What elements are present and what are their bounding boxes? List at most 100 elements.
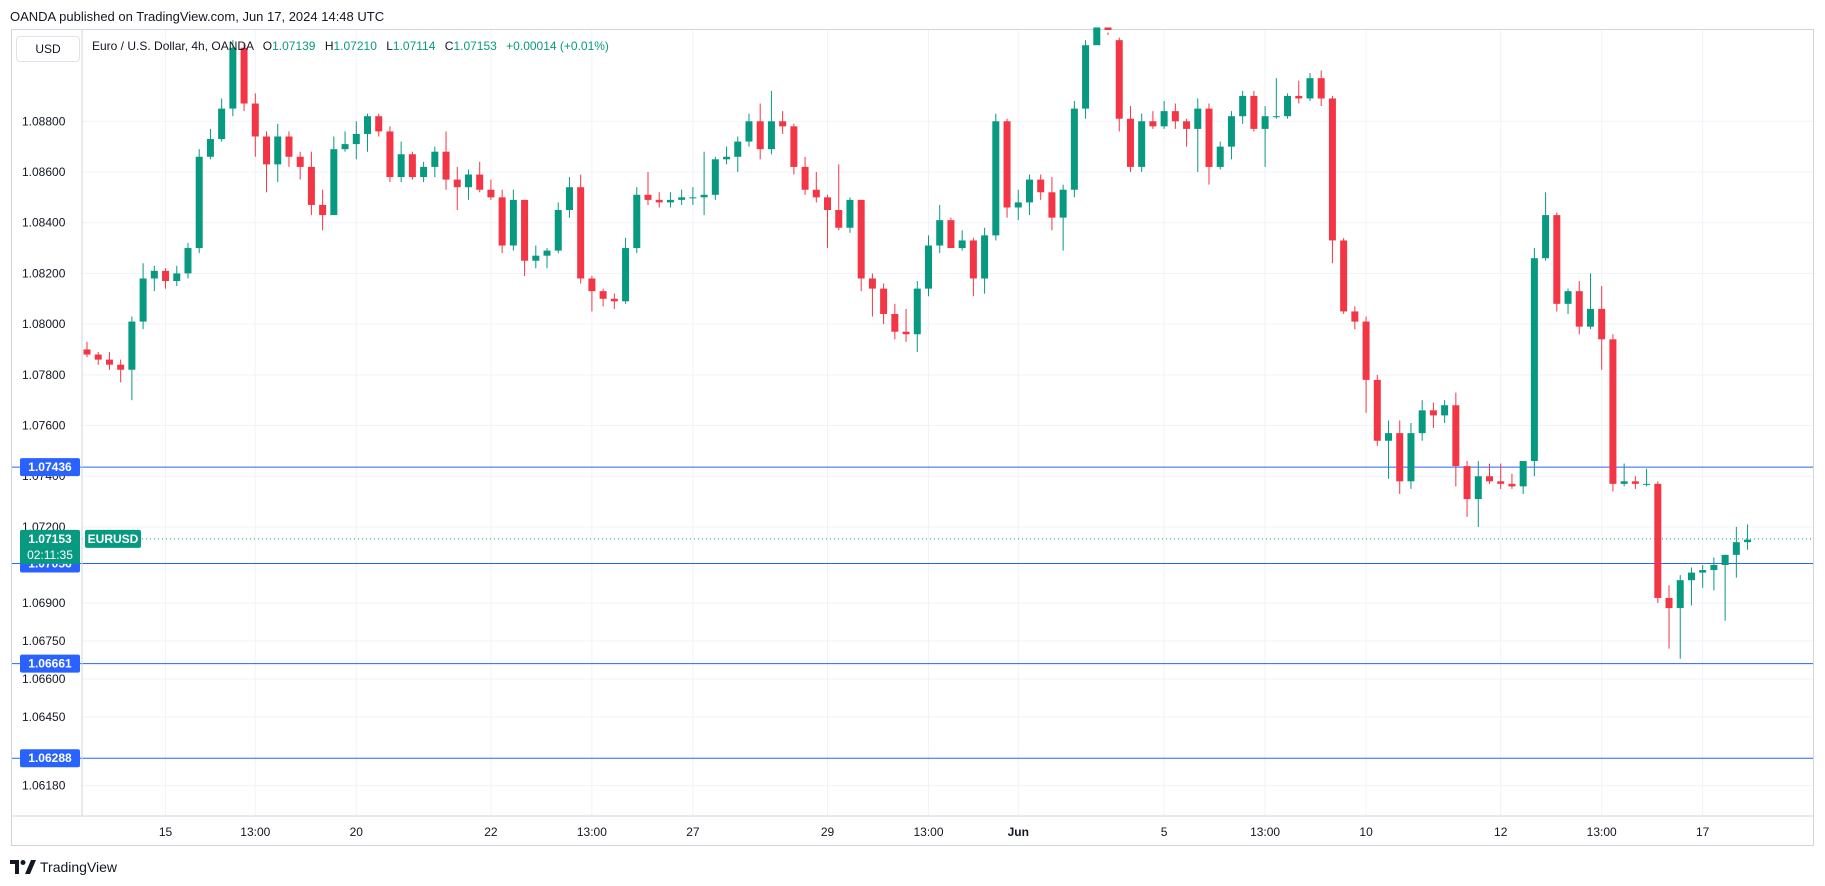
candle-body (958, 240, 966, 249)
candle (1575, 281, 1583, 335)
candle-body (543, 250, 551, 256)
currency-button[interactable]: USD (16, 36, 80, 62)
candle-body (498, 197, 506, 246)
candle (1115, 37, 1123, 132)
candle-body (1261, 116, 1269, 129)
candle-body (184, 248, 192, 274)
candle-body (487, 189, 495, 198)
candle (543, 248, 551, 269)
candle (1126, 106, 1134, 172)
candle (554, 202, 562, 254)
candle (824, 194, 832, 249)
candle (397, 141, 405, 183)
candle (1654, 481, 1662, 604)
time-tick-label: 13:00 (577, 825, 607, 839)
candle (1553, 212, 1561, 312)
candle (139, 263, 147, 330)
candle (1104, 27, 1112, 36)
price-tick-label: 1.06600 (22, 672, 66, 686)
candle-body (801, 166, 809, 190)
candle (835, 164, 843, 231)
candle (1530, 248, 1538, 477)
candle (1340, 237, 1348, 314)
candle-body (1385, 433, 1393, 441)
candle (1463, 461, 1471, 517)
candle (565, 177, 573, 218)
candle (1183, 118, 1191, 147)
open-label: O (262, 39, 273, 53)
candle-body (1643, 483, 1651, 485)
candle (622, 237, 630, 304)
candle (1508, 473, 1516, 489)
candle (992, 113, 1000, 241)
time-axis: 15 13:00 20 22 13:00 27 29 13:00 Jun 5 13:00 10 12 13… (12, 815, 1813, 839)
candle (666, 192, 674, 208)
price-axis: 1.061801.064501.066001.067501.069001.072… (22, 30, 83, 816)
candle-body (1093, 27, 1101, 46)
candle (509, 189, 517, 251)
symbol-title[interactable]: Euro / U.S. Dollar, 4h, OANDA (92, 39, 254, 53)
candle-body (913, 288, 921, 335)
close-value: 1.07153 (453, 39, 497, 53)
candle (981, 227, 989, 294)
low-value: 1.07114 (392, 39, 436, 53)
price-line-label: 1.06288 (28, 751, 72, 765)
time-tick-label: 27 (686, 825, 700, 839)
candle-body (1407, 433, 1415, 482)
candle-body (981, 235, 989, 279)
candle (891, 303, 899, 340)
candle (610, 293, 618, 309)
candle-body (1340, 240, 1348, 312)
candle (1699, 564, 1707, 588)
candle-body (453, 179, 461, 188)
candle-body (1048, 192, 1056, 218)
candle (83, 341, 91, 358)
candle-body (790, 126, 798, 167)
candle (1003, 118, 1011, 218)
candle (1407, 423, 1415, 489)
candle (296, 151, 304, 180)
candle-body (105, 359, 113, 365)
branding[interactable]: TradingView (10, 859, 117, 875)
change-value: +0.00014 (+0.01%) (506, 39, 609, 53)
price-line-label: 1.07436 (28, 460, 72, 474)
candle (1732, 526, 1740, 578)
candles (83, 27, 1752, 659)
candle-body (1463, 466, 1471, 500)
candle-body (577, 187, 585, 279)
candle (1721, 554, 1729, 621)
price-line-label-bg (20, 654, 80, 673)
candle (1665, 585, 1673, 649)
candle-body (1227, 116, 1235, 147)
candle-body (1014, 202, 1022, 208)
price-tick-label: 1.07600 (22, 419, 66, 433)
candle-body (1306, 78, 1314, 99)
price-tick-label: 1.07800 (22, 368, 66, 382)
candle (150, 265, 158, 292)
candle-body (1362, 321, 1370, 380)
candle-body (1171, 111, 1179, 122)
time-tick-label: 20 (350, 825, 364, 839)
candle-body (1474, 476, 1482, 500)
candle (678, 189, 686, 205)
candle (1149, 111, 1157, 129)
candle (790, 123, 798, 175)
candle-body (1351, 311, 1359, 322)
candle (801, 156, 809, 195)
candle (464, 169, 472, 200)
candle-body (330, 149, 338, 216)
candle (1171, 103, 1179, 129)
price-labels: 1.074361.070561.066611.062881.0715302:11… (20, 458, 141, 768)
candle (880, 283, 888, 325)
candle-body (1003, 121, 1011, 208)
symbol-label: EURUSD (88, 532, 139, 546)
candle (453, 166, 461, 211)
candle-body (723, 156, 731, 160)
candle (644, 171, 652, 205)
candle-body (464, 174, 472, 188)
candle (969, 237, 977, 297)
candle (420, 161, 428, 183)
candle-body (633, 194, 641, 249)
candle-body (1721, 554, 1729, 565)
